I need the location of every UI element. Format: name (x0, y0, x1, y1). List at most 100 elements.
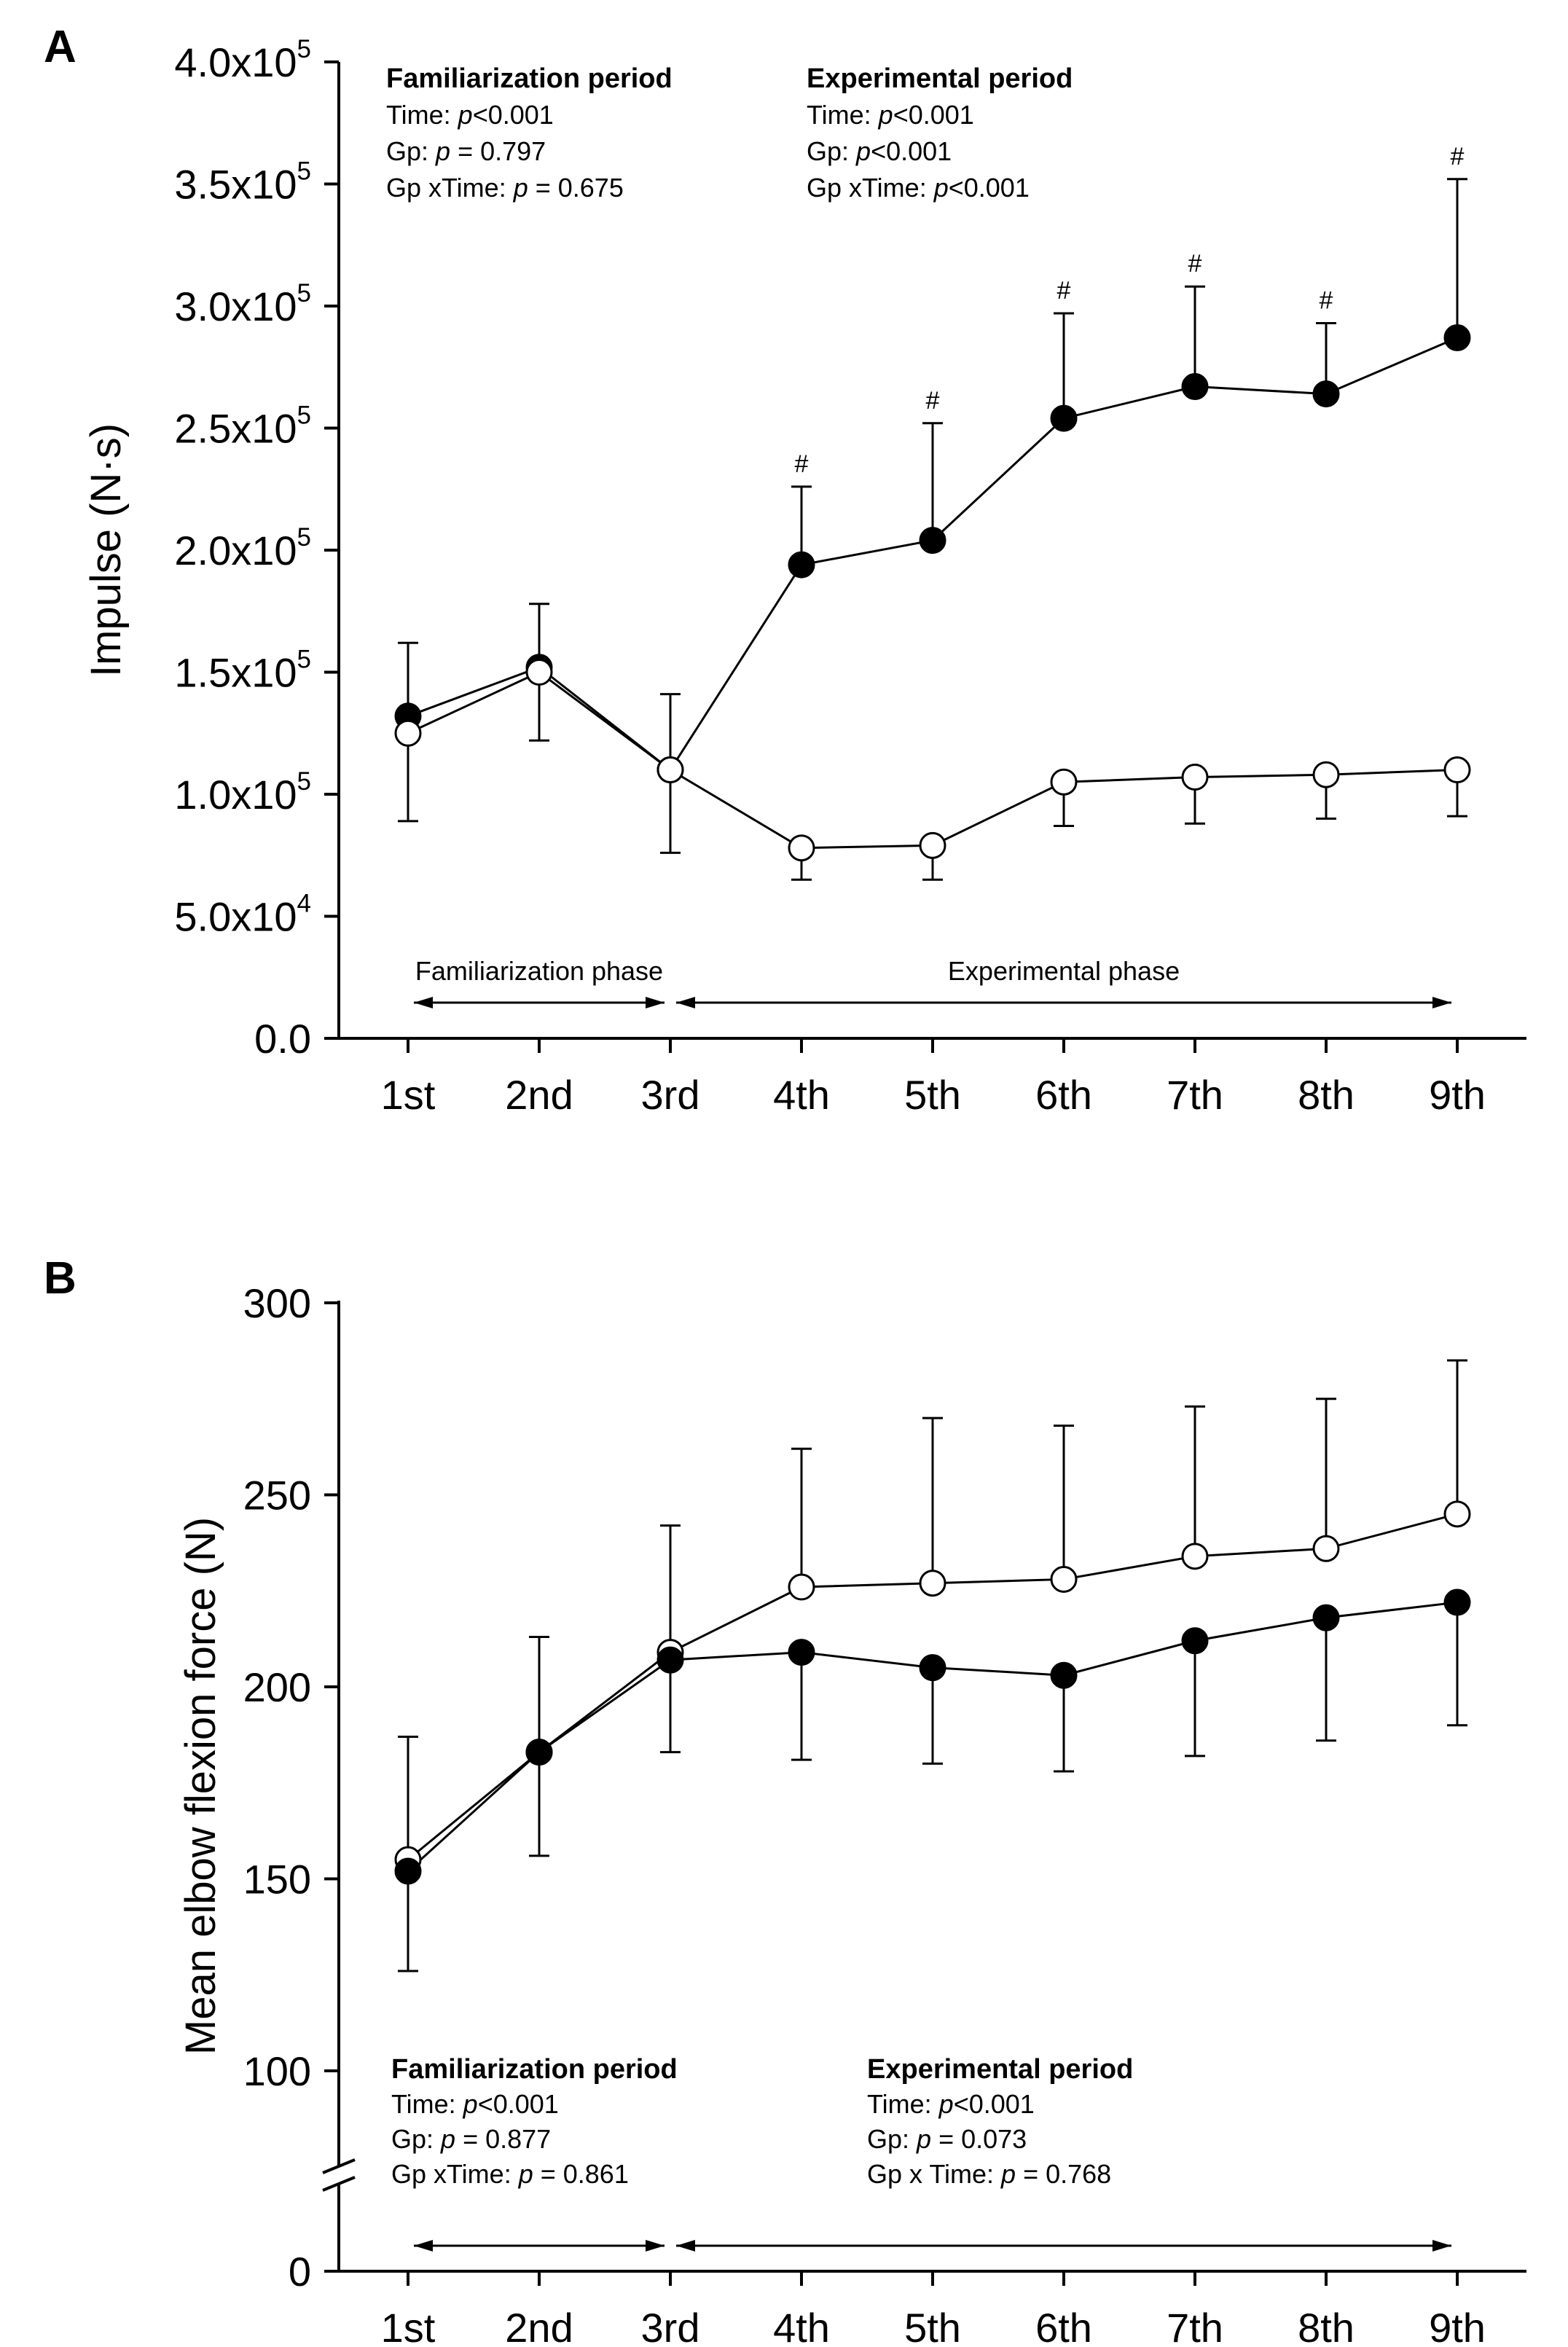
phase-arrowhead-left (414, 997, 433, 1008)
stats-line: Gp: p = 0.073 (867, 2124, 1027, 2154)
significance-mark: # (1057, 277, 1071, 305)
stats-post: <0.001 (949, 173, 1030, 203)
stats-p: p (435, 136, 450, 166)
x-tick-label: 6th (1035, 2305, 1092, 2347)
y-tick-label: 1.0x105 (174, 767, 311, 818)
stats-post: = 0.675 (528, 173, 624, 203)
data-point (788, 834, 815, 862)
stats-post: <0.001 (871, 136, 952, 166)
stats-p: p (440, 2124, 455, 2154)
stats-pre: Gp: (386, 136, 436, 166)
y-tick-label: 300 (243, 1280, 311, 1326)
x-tick-label: 7th (1167, 2305, 1223, 2347)
y-tick-mantissa: 3.5x10 (174, 162, 297, 208)
stats-pre: Gp xTime: (807, 173, 934, 203)
stats-p: p (518, 2159, 533, 2189)
y-tick-mantissa: 5.0x10 (174, 894, 297, 940)
y-tick-exponent: 4 (297, 890, 311, 918)
phase-label: Familiarization phase (415, 956, 663, 986)
data-point (1050, 1661, 1078, 1689)
stats-post: <0.001 (893, 100, 974, 130)
y-tick-exponent: 5 (297, 157, 311, 186)
stats-post: = 0.861 (533, 2159, 629, 2189)
phase-label: Experimental phase (948, 956, 1180, 986)
stats-line: Gp xTime: p<0.001 (807, 173, 1030, 203)
significance-mark: # (1451, 143, 1465, 171)
y-tick-mantissa: 1.0x10 (174, 772, 297, 818)
stats-p: p (513, 173, 528, 203)
x-tick-label: 1st (381, 1072, 436, 1118)
y-tick-label: 0.0 (254, 1016, 311, 1062)
y-tick-label: 0 (289, 2249, 311, 2295)
stats-line: Gp: p<0.001 (807, 136, 952, 166)
series-markers: # # # # # # (394, 143, 1471, 783)
data-point (1443, 756, 1471, 783)
stats-line: Gp xTime: p = 0.861 (391, 2159, 629, 2189)
stats-p: p (916, 2124, 931, 2154)
y-tick-label: 100 (243, 2048, 311, 2094)
series-markers (394, 1588, 1471, 1885)
data-point (1181, 1627, 1209, 1655)
data-point (919, 831, 946, 859)
x-tick-label: 5th (904, 2305, 961, 2347)
data-point (1443, 1588, 1471, 1616)
y-tick-label: 250 (243, 1473, 311, 1519)
stats-pre: Gp x Time: (867, 2159, 1001, 2189)
data-point (1181, 373, 1209, 401)
y-tick-label: 200 (243, 1664, 311, 1710)
data-point (525, 659, 553, 686)
stats-line: Gp xTime: p = 0.675 (386, 173, 624, 203)
y-tick-label: 150 (243, 1857, 311, 1903)
data-point (1312, 761, 1340, 788)
data-point (1050, 1565, 1078, 1593)
stats-line: Time: p<0.001 (386, 100, 554, 130)
stats-post: <0.001 (473, 100, 554, 130)
stats-p: p (933, 173, 949, 203)
data-point (525, 1739, 553, 1766)
phase-arrowhead-right (1432, 997, 1451, 1008)
stats-post: = 0.768 (1016, 2159, 1111, 2189)
x-tick-label: 1st (381, 2305, 436, 2347)
y-tick-label: 5.0x104 (174, 890, 311, 940)
x-tick-label: 8th (1298, 2305, 1355, 2347)
stats-line: Time: p<0.001 (867, 2089, 1035, 2119)
significance-mark: # (795, 450, 809, 478)
x-tick-label: 3rd (641, 1072, 700, 1118)
data-point (1443, 324, 1471, 352)
series-line (407, 670, 1458, 850)
series-filled (398, 178, 1467, 772)
stats-pre: Time: (867, 2089, 939, 2119)
y-tick-mantissa: 4.0x10 (174, 39, 297, 85)
data-point (1312, 1535, 1340, 1562)
y-tick-label: 3.0x105 (174, 279, 311, 329)
panel-a: A0.05.0x1041.0x1051.5x1052.0x1052.5x1053… (44, 22, 1526, 1118)
data-point (394, 719, 422, 747)
phase-arrowhead-left (676, 2240, 695, 2252)
panel-b: B 0 100 150 200 250 300 Mean elbow flexion forc… (44, 1253, 1526, 2347)
y-tick-exponent: 5 (297, 279, 311, 307)
series-open (398, 1359, 1467, 1861)
y-tick-label: 2.0x105 (174, 523, 311, 573)
data-point (656, 1646, 684, 1674)
data-point (1181, 764, 1209, 791)
x-tick-label: 6th (1035, 1072, 1092, 1118)
significance-mark: # (1188, 250, 1202, 278)
phase-arrowhead-left (414, 2240, 433, 2252)
data-point (788, 1639, 815, 1666)
data-point (919, 1654, 946, 1682)
phase-arrowhead-right (1432, 2240, 1451, 2252)
phase-arrowhead-right (646, 2240, 665, 2252)
y-tick-mantissa: 2.0x10 (174, 528, 297, 573)
data-point (1050, 404, 1078, 432)
stats-title: Familiarization period (386, 63, 673, 94)
stats-title: Familiarization period (391, 2054, 678, 2085)
x-tick-label: 9th (1429, 2305, 1486, 2347)
y-tick-exponent: 5 (297, 35, 311, 63)
data-point (788, 1573, 815, 1601)
y-tick-mantissa: 3.0x10 (174, 283, 297, 329)
stats-pre: Time: (807, 100, 879, 130)
panel-label: A (44, 22, 77, 72)
stats-p: p (938, 2089, 954, 2119)
y-tick-exponent: 5 (297, 646, 311, 674)
